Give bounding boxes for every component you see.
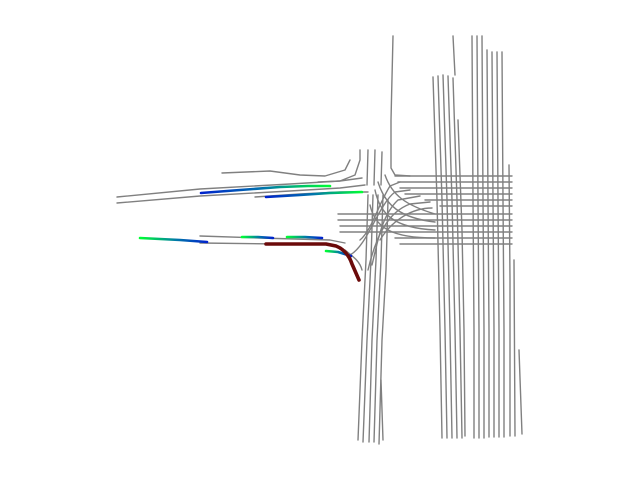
lane-line bbox=[452, 35, 456, 76]
lane-line bbox=[447, 75, 458, 439]
lane-line bbox=[116, 177, 363, 198]
lane-line bbox=[317, 149, 361, 183]
ego-trajectory bbox=[264, 242, 361, 282]
agent-trajectory bbox=[138, 236, 209, 244]
agent-trajectory bbox=[264, 190, 364, 199]
lane-network bbox=[116, 35, 523, 445]
lane-line bbox=[501, 51, 505, 438]
lane-line bbox=[371, 195, 421, 266]
lane-line bbox=[452, 77, 463, 439]
agent-trajectory bbox=[285, 235, 324, 240]
lane-line bbox=[437, 75, 448, 439]
lane-line bbox=[384, 174, 436, 215]
lane-line bbox=[513, 259, 516, 437]
lane-line bbox=[221, 159, 351, 177]
lane-line bbox=[471, 35, 475, 439]
lane-line bbox=[374, 189, 436, 231]
lane-line bbox=[116, 184, 366, 204]
lane-line bbox=[486, 49, 490, 438]
lane-line bbox=[496, 51, 500, 438]
lane-line bbox=[366, 149, 369, 186]
lane-line bbox=[380, 379, 384, 441]
lane-line bbox=[481, 35, 485, 439]
lane-line bbox=[518, 349, 523, 435]
agent-trajectory bbox=[199, 184, 332, 195]
agent-trajectory bbox=[240, 235, 275, 240]
lane-line bbox=[476, 35, 480, 439]
lane-line bbox=[457, 119, 466, 437]
lane-line bbox=[390, 35, 411, 177]
lane-line bbox=[378, 199, 389, 445]
lane-line bbox=[357, 194, 369, 441]
lane-line bbox=[199, 235, 346, 244]
lane-line bbox=[442, 74, 453, 439]
lane-line bbox=[508, 164, 511, 437]
lane-line bbox=[373, 149, 376, 186]
lane-line bbox=[380, 151, 383, 186]
lane-line bbox=[349, 189, 411, 256]
lane-line bbox=[368, 194, 379, 443]
lane-line bbox=[432, 76, 443, 439]
lane-line bbox=[491, 51, 495, 438]
lane-line bbox=[367, 201, 431, 271]
agent-trajectories bbox=[138, 184, 364, 258]
lane-line bbox=[379, 207, 433, 241]
